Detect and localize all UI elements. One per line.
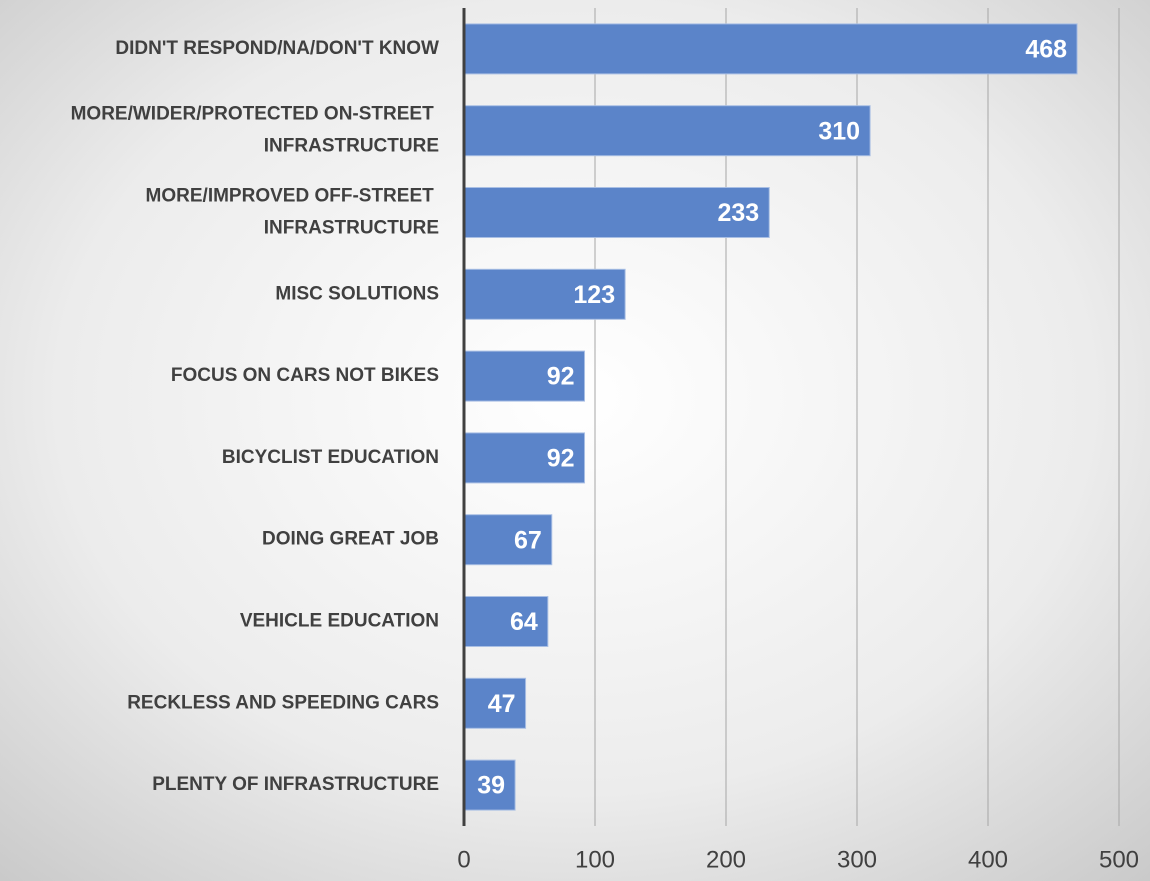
- value-label: 67: [514, 526, 542, 554]
- y-tick-label: PLENTY OF INFRASTRUCTURE: [152, 774, 439, 795]
- y-tick-label: DIDN'T RESPOND/NA/DON'T KNOW: [115, 38, 439, 59]
- value-label: 64: [510, 608, 538, 636]
- value-label: 468: [1025, 36, 1067, 64]
- bar: [463, 268, 626, 320]
- x-tick-label: 200: [706, 846, 746, 873]
- y-tick-label: MORE/WIDER/PROTECTED ON-STREET INFRASTRU…: [71, 104, 439, 157]
- bar: [463, 759, 516, 811]
- x-tick-label: 300: [837, 846, 877, 873]
- y-tick-label: MISC SOLUTIONS: [275, 283, 439, 304]
- x-tick-label: 500: [1099, 846, 1139, 873]
- value-label: 39: [477, 772, 505, 800]
- bar: [463, 350, 586, 402]
- x-tick-label: 0: [457, 846, 470, 873]
- y-tick-label: DOING GREAT JOB: [262, 529, 439, 550]
- bar: [463, 432, 586, 484]
- value-label: 310: [818, 117, 860, 145]
- y-tick-label: FOCUS ON CARS NOT BIKES: [171, 365, 439, 386]
- bar: [463, 23, 1078, 75]
- x-tick-label: 400: [968, 846, 1008, 873]
- y-tick-label: RECKLESS AND SPEEDING CARS: [127, 692, 439, 713]
- value-label: 92: [547, 363, 575, 391]
- value-label: 123: [573, 281, 615, 309]
- bar: [463, 677, 527, 729]
- y-tick-label: BICYCLIST EDUCATION: [222, 447, 439, 468]
- bar: [463, 596, 549, 647]
- value-label: 47: [488, 690, 516, 718]
- y-tick-label: VEHICLE EDUCATION: [240, 611, 439, 632]
- value-label: 92: [547, 445, 575, 473]
- bar: [463, 514, 553, 566]
- bar: [463, 105, 871, 157]
- y-tick-label: MORE/IMPROVED OFF-STREET INFRASTRUCTURE: [146, 186, 439, 239]
- bar: [463, 187, 770, 238]
- value-label: 233: [718, 199, 760, 227]
- x-tick-label: 100: [575, 846, 615, 873]
